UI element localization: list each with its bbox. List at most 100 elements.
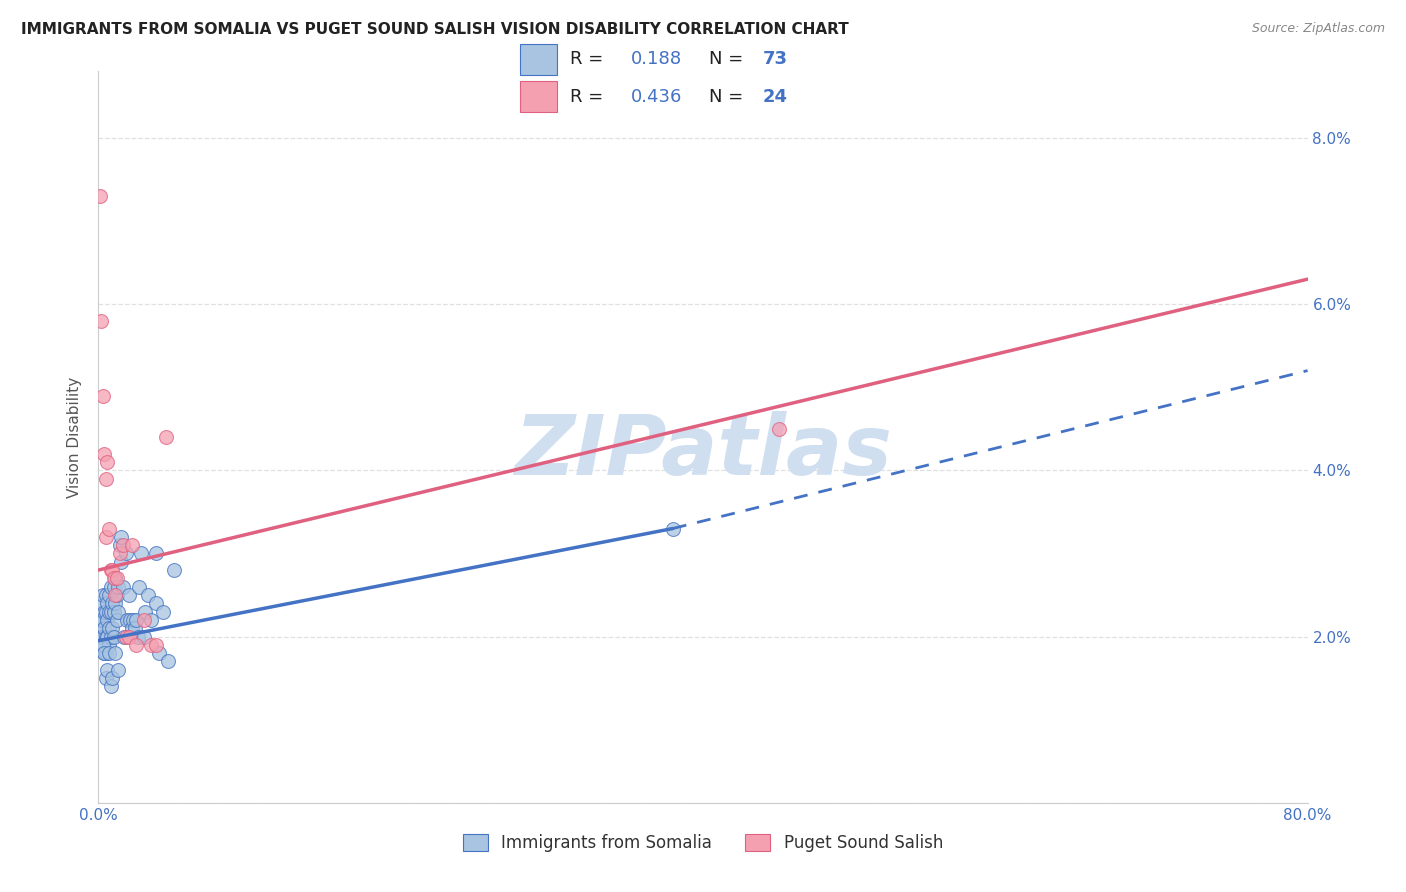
Point bbox=[90, 596, 112, 610]
Text: R =: R = bbox=[571, 87, 609, 105]
Point bbox=[120, 613, 142, 627]
Point bbox=[93, 646, 115, 660]
Point bbox=[93, 621, 115, 635]
Text: IMMIGRANTS FROM SOMALIA VS PUGET SOUND SALISH VISION DISABILITY CORRELATION CHAR: IMMIGRANTS FROM SOMALIA VS PUGET SOUND S… bbox=[21, 22, 849, 37]
Point bbox=[104, 646, 127, 660]
Point bbox=[107, 605, 129, 619]
Point bbox=[103, 605, 125, 619]
Point bbox=[100, 605, 122, 619]
Point bbox=[91, 613, 114, 627]
Point bbox=[93, 646, 115, 660]
Text: 73: 73 bbox=[762, 50, 787, 68]
Point bbox=[145, 638, 167, 652]
Point bbox=[136, 588, 159, 602]
Y-axis label: Vision Disability: Vision Disability bbox=[67, 376, 83, 498]
Point bbox=[98, 638, 121, 652]
Point bbox=[101, 563, 124, 577]
Point bbox=[111, 580, 134, 594]
Text: N =: N = bbox=[709, 50, 748, 68]
Point bbox=[104, 588, 127, 602]
Point bbox=[90, 314, 112, 328]
Text: 0.188: 0.188 bbox=[631, 50, 682, 68]
Point bbox=[103, 630, 125, 644]
Point bbox=[91, 638, 114, 652]
Point bbox=[148, 646, 170, 660]
Point bbox=[111, 538, 134, 552]
Point bbox=[91, 388, 114, 402]
Point bbox=[90, 613, 112, 627]
Point bbox=[155, 430, 177, 444]
Point bbox=[94, 671, 117, 685]
Point bbox=[768, 422, 790, 436]
Point bbox=[98, 521, 121, 535]
Point bbox=[127, 630, 149, 644]
Point bbox=[96, 596, 118, 610]
Point bbox=[129, 546, 152, 560]
Point bbox=[104, 571, 127, 585]
Point bbox=[121, 538, 143, 552]
Point bbox=[96, 663, 118, 677]
Point bbox=[115, 613, 138, 627]
Point bbox=[94, 588, 117, 602]
Point bbox=[105, 588, 128, 602]
Point bbox=[98, 605, 121, 619]
Point bbox=[89, 613, 111, 627]
Point bbox=[91, 588, 114, 602]
Text: Source: ZipAtlas.com: Source: ZipAtlas.com bbox=[1251, 22, 1385, 36]
Point bbox=[107, 580, 129, 594]
Point bbox=[132, 613, 155, 627]
Point bbox=[101, 621, 124, 635]
Point bbox=[128, 580, 150, 594]
Point bbox=[93, 605, 115, 619]
Point bbox=[108, 538, 131, 552]
Point bbox=[125, 613, 148, 627]
Point bbox=[118, 630, 141, 644]
Point bbox=[118, 588, 141, 602]
Point bbox=[94, 472, 117, 486]
Point bbox=[105, 571, 128, 585]
Point bbox=[107, 663, 129, 677]
Point bbox=[134, 605, 156, 619]
Text: R =: R = bbox=[571, 50, 609, 68]
Point bbox=[156, 655, 179, 669]
Point bbox=[90, 630, 112, 644]
Point bbox=[98, 621, 121, 635]
Point bbox=[89, 621, 111, 635]
Point bbox=[110, 530, 132, 544]
Point bbox=[98, 588, 121, 602]
Point bbox=[98, 646, 121, 660]
Point bbox=[91, 630, 114, 644]
Text: 0.436: 0.436 bbox=[631, 87, 682, 105]
Point bbox=[93, 447, 115, 461]
Point bbox=[112, 630, 135, 644]
Point bbox=[94, 530, 117, 544]
FancyBboxPatch shape bbox=[520, 81, 557, 112]
Point bbox=[91, 638, 114, 652]
Point bbox=[124, 621, 146, 635]
Point bbox=[152, 605, 174, 619]
Point bbox=[141, 613, 163, 627]
Point bbox=[105, 613, 128, 627]
Point bbox=[145, 596, 167, 610]
Text: 24: 24 bbox=[762, 87, 787, 105]
Text: N =: N = bbox=[709, 87, 748, 105]
Point bbox=[103, 580, 125, 594]
Point bbox=[121, 621, 143, 635]
Legend: Immigrants from Somalia, Puget Sound Salish: Immigrants from Somalia, Puget Sound Sal… bbox=[454, 825, 952, 860]
Point bbox=[141, 638, 163, 652]
Point bbox=[100, 680, 122, 694]
Point bbox=[125, 638, 148, 652]
Point bbox=[122, 613, 145, 627]
Point bbox=[96, 630, 118, 644]
Point bbox=[96, 455, 118, 469]
Point bbox=[163, 563, 186, 577]
Point bbox=[114, 546, 136, 560]
FancyBboxPatch shape bbox=[520, 44, 557, 75]
Point bbox=[132, 630, 155, 644]
Point bbox=[661, 521, 683, 535]
Point bbox=[145, 546, 167, 560]
Point bbox=[94, 646, 117, 660]
Point bbox=[89, 189, 111, 203]
Point bbox=[114, 630, 136, 644]
Point bbox=[94, 605, 117, 619]
